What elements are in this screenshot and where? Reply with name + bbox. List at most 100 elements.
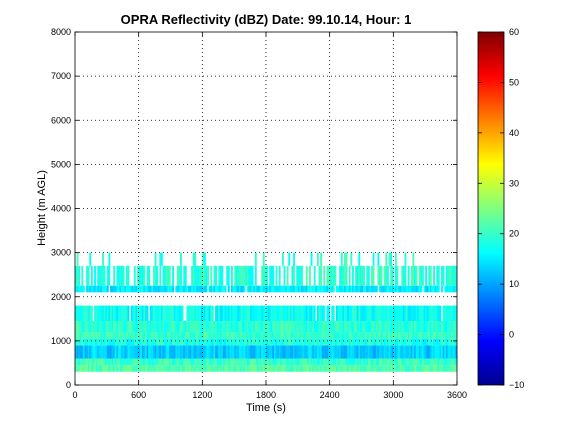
heatmap-cell [210, 358, 213, 366]
heatmap-cell [156, 365, 159, 372]
heatmap-cell [406, 332, 408, 339]
heatmap-cell [86, 358, 89, 366]
heatmap-cell [278, 345, 281, 359]
heatmap-cell [160, 358, 163, 366]
heatmap-cell [262, 345, 265, 359]
heatmap-cell [170, 332, 173, 339]
heatmap-cell [82, 332, 85, 339]
heatmap-cell [277, 321, 280, 333]
heatmap-cell [208, 305, 211, 322]
heatmap-cell [188, 358, 190, 366]
heatmap-cell [316, 305, 319, 322]
heatmap-cell [375, 345, 378, 359]
heatmap-cell [355, 332, 358, 339]
heatmap-cell [450, 338, 453, 346]
heatmap-cell [256, 345, 259, 359]
heatmap-cell [447, 358, 450, 366]
heatmap-cell [343, 285, 346, 293]
heatmap-cell [270, 338, 273, 346]
heatmap-cell [264, 265, 267, 286]
heatmap-cell [124, 338, 127, 346]
heatmap-cell [154, 265, 157, 286]
heatmap-cell [393, 345, 396, 359]
heatmap-cell [452, 365, 455, 372]
heatmap-cell [278, 338, 281, 346]
heatmap-cell [130, 358, 133, 366]
heatmap-cell [269, 285, 272, 293]
heatmap-cell [442, 305, 445, 322]
heatmap-cell [367, 365, 370, 372]
heatmap-cell [293, 358, 295, 366]
heatmap-cell [159, 265, 162, 286]
heatmap-cell [394, 345, 397, 359]
heatmap-cell [97, 345, 100, 359]
heatmap-cell [441, 265, 443, 286]
heatmap-cell [308, 305, 311, 322]
heatmap-cell [152, 265, 155, 286]
heatmap-cell [371, 285, 373, 293]
heatmap-cell [95, 358, 98, 366]
heatmap-cell [113, 285, 116, 293]
heatmap-cell [278, 321, 281, 333]
heatmap-cell [199, 338, 202, 346]
heatmap-cell [103, 305, 106, 322]
heatmap-cell [168, 358, 171, 366]
heatmap-cell [264, 285, 267, 293]
heatmap-cell [90, 332, 93, 339]
heatmap-cell [267, 305, 270, 322]
heatmap-cell [294, 365, 297, 372]
heatmap-cell [232, 358, 235, 366]
heatmap-cell [246, 365, 249, 372]
heatmap-cell [117, 358, 120, 366]
heatmap-cell [406, 285, 408, 293]
heatmap-cell [258, 305, 260, 322]
heatmap-cell [356, 265, 359, 286]
heatmap-cell [121, 321, 124, 333]
heatmap-cell [78, 305, 81, 322]
heatmap-cell [406, 345, 408, 359]
heatmap-cell [267, 345, 270, 359]
heatmap-cell [391, 321, 394, 333]
heatmap-cell [345, 358, 348, 366]
heatmap-cell [423, 338, 426, 346]
heatmap-cell [189, 321, 192, 333]
heatmap-cell [152, 338, 155, 346]
heatmap-cell [184, 332, 187, 339]
heatmap-cell [245, 321, 248, 333]
heatmap-cell [207, 358, 209, 366]
heatmap-cell [273, 332, 276, 339]
heatmap-cell [398, 332, 400, 339]
heatmap-cell [272, 358, 275, 366]
heatmap-cell [329, 358, 332, 366]
heatmap-cell [181, 321, 184, 333]
heatmap-cell [364, 305, 367, 322]
heatmap-cell [188, 338, 190, 346]
heatmap-cell [337, 338, 340, 346]
heatmap-cell [145, 332, 147, 339]
heatmap-cell [195, 338, 198, 346]
heatmap-cell [245, 345, 248, 359]
heatmap-cell [108, 305, 111, 322]
heatmap-cell [299, 305, 302, 322]
heatmap-cell [313, 358, 316, 366]
heatmap-cell [437, 365, 440, 372]
heatmap-cell [211, 285, 214, 293]
heatmap-cell [402, 338, 405, 346]
heatmap-cell [129, 338, 132, 346]
heatmap-cell [230, 332, 233, 339]
heatmap-cell [280, 365, 283, 372]
heatmap-cell [272, 345, 275, 359]
heatmap-cell [98, 265, 101, 286]
heatmap-cell [152, 332, 155, 339]
heatmap-cell [237, 285, 240, 293]
heatmap-cell [92, 358, 95, 366]
heatmap-cell [264, 305, 267, 322]
heatmap-cell [402, 285, 405, 293]
heatmap-cell [216, 285, 219, 293]
heatmap-cell [313, 265, 316, 286]
heatmap-cell [334, 338, 337, 346]
heatmap-cell [388, 321, 391, 333]
heatmap-cell [75, 305, 77, 322]
heatmap-cell [203, 305, 206, 322]
heatmap-cell [312, 285, 315, 293]
